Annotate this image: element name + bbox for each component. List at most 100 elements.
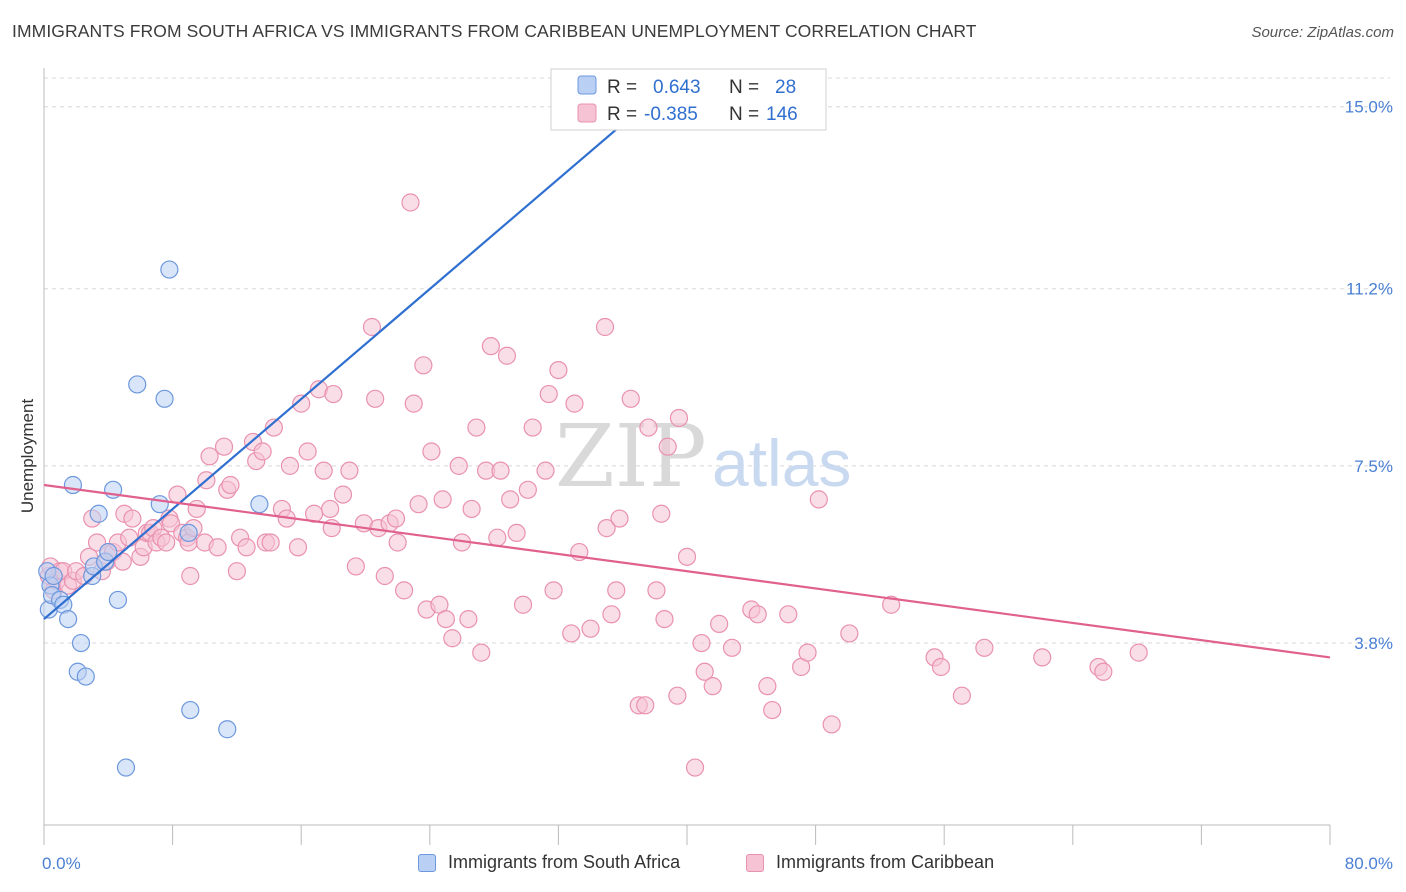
caribbean-point <box>639 418 658 437</box>
caribbean-point <box>507 523 526 543</box>
caribbean-point <box>366 389 385 408</box>
south-africa-point <box>59 609 78 629</box>
south-africa-point <box>63 475 83 495</box>
caribbean-point <box>581 619 600 638</box>
y-tick-label: 3.8% <box>1354 634 1393 653</box>
caribbean-point <box>931 657 951 677</box>
caribbean-point <box>636 696 655 715</box>
y-tick-label: 11.2% <box>1346 280 1393 299</box>
caribbean-point <box>157 533 176 552</box>
south-africa-trend-line <box>43 101 650 620</box>
caribbean-point <box>200 447 219 466</box>
caribbean-point <box>472 643 491 662</box>
caribbean-point <box>227 562 246 581</box>
watermark: ZIP atlas <box>555 407 851 507</box>
legend-n-value-1: 28 <box>775 77 796 98</box>
caribbean-point <box>314 461 333 480</box>
caribbean-point <box>1094 662 1113 681</box>
caribbean-point <box>401 193 420 212</box>
caribbean-point <box>518 480 537 499</box>
caribbean-point <box>501 490 520 509</box>
south-africa-point <box>218 720 237 739</box>
caribbean-point <box>340 461 359 480</box>
caribbean-point <box>565 394 584 413</box>
caribbean-point <box>261 533 280 552</box>
caribbean-point <box>181 566 200 586</box>
caribbean-point <box>459 609 478 629</box>
legend-item-south-africa: Immigrants from South Africa <box>418 852 680 873</box>
south-africa-point <box>44 566 63 586</box>
caribbean-point <box>404 394 423 413</box>
caribbean-point <box>695 662 714 681</box>
axes <box>43 68 1331 845</box>
caribbean-point <box>669 408 689 428</box>
caribbean-point <box>549 360 568 380</box>
x-tick-label: 80.0% <box>1345 854 1393 873</box>
caribbean-point <box>952 686 971 705</box>
caribbean-point <box>798 643 817 662</box>
caribbean-point <box>1033 648 1052 667</box>
south-africa-point <box>108 590 128 610</box>
legend-box <box>550 68 827 131</box>
caribbean-point <box>748 605 767 624</box>
caribbean-point <box>647 581 666 600</box>
caribbean-point <box>840 624 859 643</box>
y-tick-label: 15.0% <box>1345 98 1393 117</box>
caribbean-point <box>1129 643 1148 662</box>
caribbean-point <box>362 317 382 337</box>
caribbean-point <box>288 538 308 557</box>
south-africa-point <box>128 375 147 394</box>
caribbean-point <box>467 418 486 437</box>
legend-swatch-south-africa <box>577 75 597 95</box>
caribbean-point <box>324 384 343 404</box>
caribbean-point <box>436 609 455 629</box>
south-africa-point <box>181 700 200 720</box>
caribbean-point <box>523 418 542 437</box>
caribbean-point <box>237 538 256 557</box>
caribbean-point <box>652 504 671 523</box>
caribbean-point <box>321 499 340 519</box>
caribbean-point <box>422 442 441 461</box>
legend-swatch-pink <box>746 853 764 872</box>
caribbean-point <box>703 677 722 696</box>
caribbean-point <box>710 614 729 633</box>
chart-title: IMMIGRANTS FROM SOUTH AFRICA VS IMMIGRAN… <box>12 21 977 41</box>
caribbean-point <box>488 528 507 547</box>
caribbean-point <box>975 638 994 657</box>
caribbean-point <box>433 490 452 509</box>
caribbean-point <box>562 624 581 643</box>
caribbean-point <box>280 456 300 475</box>
caribbean-point <box>655 609 674 629</box>
caribbean-point <box>658 437 677 456</box>
south-africa-point <box>155 389 174 408</box>
legend-item-caribbean: Immigrants from Caribbean <box>746 852 994 873</box>
caribbean-point <box>536 461 555 480</box>
caribbean-point <box>779 605 798 624</box>
south-africa-point <box>71 633 91 653</box>
south-africa-point <box>116 758 136 777</box>
caribbean-point <box>595 317 615 337</box>
caribbean-point <box>409 495 428 514</box>
caribbean-point <box>443 629 462 648</box>
caribbean-point <box>544 581 563 600</box>
caribbean-point <box>722 638 742 657</box>
caribbean-points <box>39 193 1148 777</box>
caribbean-point <box>668 686 687 705</box>
caribbean-point <box>597 519 616 538</box>
grid-lines <box>44 77 1390 644</box>
caribbean-point <box>346 557 365 576</box>
caribbean-point <box>882 595 901 614</box>
south-africa-point <box>160 260 179 279</box>
caribbean-point <box>621 389 640 408</box>
south-africa-point <box>76 667 95 686</box>
caribbean-point <box>763 700 782 720</box>
caribbean-point <box>123 509 142 528</box>
south-africa-point <box>150 495 169 514</box>
caribbean-point <box>221 475 240 495</box>
caribbean-point <box>822 715 841 734</box>
caribbean-point <box>386 509 406 528</box>
y-tick-labels: 3.8% 7.5% 11.2% 15.0% <box>1345 98 1393 653</box>
caribbean-point <box>607 581 626 600</box>
series-legend: Immigrants from South Africa Immigrants … <box>0 852 1406 878</box>
